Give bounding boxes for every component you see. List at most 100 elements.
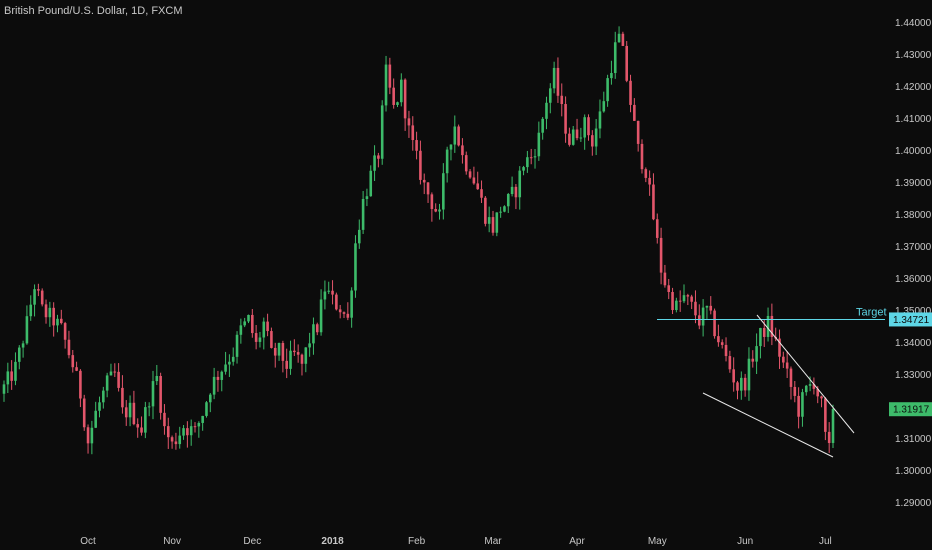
candle (407, 110, 411, 138)
candle-body (797, 395, 800, 417)
candle-body (510, 186, 514, 194)
last-price-badge: 1.31917 (889, 402, 932, 417)
candle (2, 380, 6, 402)
candle (247, 314, 250, 324)
candle (506, 192, 510, 213)
candle-body (629, 80, 632, 105)
candle-body (21, 343, 25, 348)
candle-body (86, 427, 90, 444)
candle (648, 170, 651, 196)
candle-body (102, 390, 105, 403)
candle (667, 278, 671, 300)
candle-body (224, 364, 227, 372)
candle-body (591, 135, 594, 147)
candle (186, 421, 189, 448)
candle-body (6, 371, 10, 385)
candle (384, 55, 388, 112)
candle-body (94, 410, 97, 428)
candle (514, 183, 518, 210)
candle-body (335, 294, 338, 310)
candle-body (208, 394, 212, 403)
candles (2, 26, 835, 455)
candle (751, 350, 755, 368)
candle (537, 121, 541, 161)
candle-body (724, 344, 728, 357)
candle (709, 296, 713, 315)
candle-body (636, 120, 640, 144)
candle (121, 375, 124, 414)
candle (487, 206, 491, 233)
y-tick-label: 1.30000 (895, 466, 932, 477)
candle-body (40, 290, 44, 305)
candle-body (461, 145, 464, 156)
candle-body (644, 169, 648, 178)
candle-body (659, 237, 663, 273)
candle (545, 96, 548, 130)
candle (71, 350, 75, 373)
candle-body (243, 321, 246, 326)
chart-title: British Pound/U.S. Dollar, 1D, FXCM (4, 5, 183, 17)
candle-body (128, 402, 132, 418)
candle (629, 74, 632, 113)
candle-body (296, 352, 300, 355)
y-tick-label: 1.42000 (895, 82, 932, 93)
candle-body (308, 343, 311, 348)
candle-body (594, 128, 598, 147)
candle-body (678, 300, 682, 302)
candle-body (575, 129, 579, 139)
wedge-lower-line (702, 392, 834, 458)
candle (136, 418, 140, 438)
target-price-badge: 1.34721 (889, 312, 932, 327)
candle-body (212, 376, 216, 395)
y-tick-label: 1.34000 (895, 338, 932, 349)
candle-body (124, 407, 128, 418)
candle-body (281, 342, 285, 361)
candle (48, 301, 52, 327)
candle-body (63, 323, 67, 340)
candle (220, 370, 224, 392)
candle (33, 284, 36, 317)
candle (239, 318, 243, 344)
candle (113, 363, 117, 377)
candle-body (476, 183, 480, 190)
candle-body (369, 170, 373, 197)
candle-body (350, 290, 353, 318)
candle-body (147, 406, 151, 408)
candle (740, 371, 743, 400)
candle (640, 139, 644, 174)
candle-body (365, 196, 369, 199)
candle (690, 294, 693, 310)
candle-body (610, 73, 613, 79)
candle (789, 366, 793, 400)
x-tick-label: May (648, 536, 667, 547)
candle-body (29, 304, 33, 317)
candle (529, 148, 533, 165)
candle-body (804, 385, 808, 393)
candle (197, 421, 201, 438)
candle-body (648, 177, 651, 185)
candle (285, 348, 289, 379)
candle-body (541, 118, 544, 133)
candle-body (789, 368, 793, 387)
x-tick-label: 2018 (321, 536, 344, 547)
candle (663, 264, 667, 288)
candle (251, 309, 254, 338)
candle (151, 370, 155, 420)
candle-body (671, 291, 674, 311)
y-tick-label: 1.39000 (895, 178, 932, 189)
candle-body (17, 347, 21, 362)
wedge-upper-line (756, 314, 855, 434)
candle (373, 145, 376, 182)
candle (747, 347, 751, 401)
candle-body (56, 318, 59, 326)
candle (434, 203, 437, 213)
candle (697, 304, 701, 330)
candle (495, 212, 499, 237)
candle-body (457, 126, 460, 146)
candle (533, 149, 537, 169)
candle-body (571, 129, 575, 145)
candle-body (270, 331, 273, 348)
candle-body (560, 95, 564, 105)
candle-body (445, 149, 449, 174)
candle (144, 401, 147, 439)
